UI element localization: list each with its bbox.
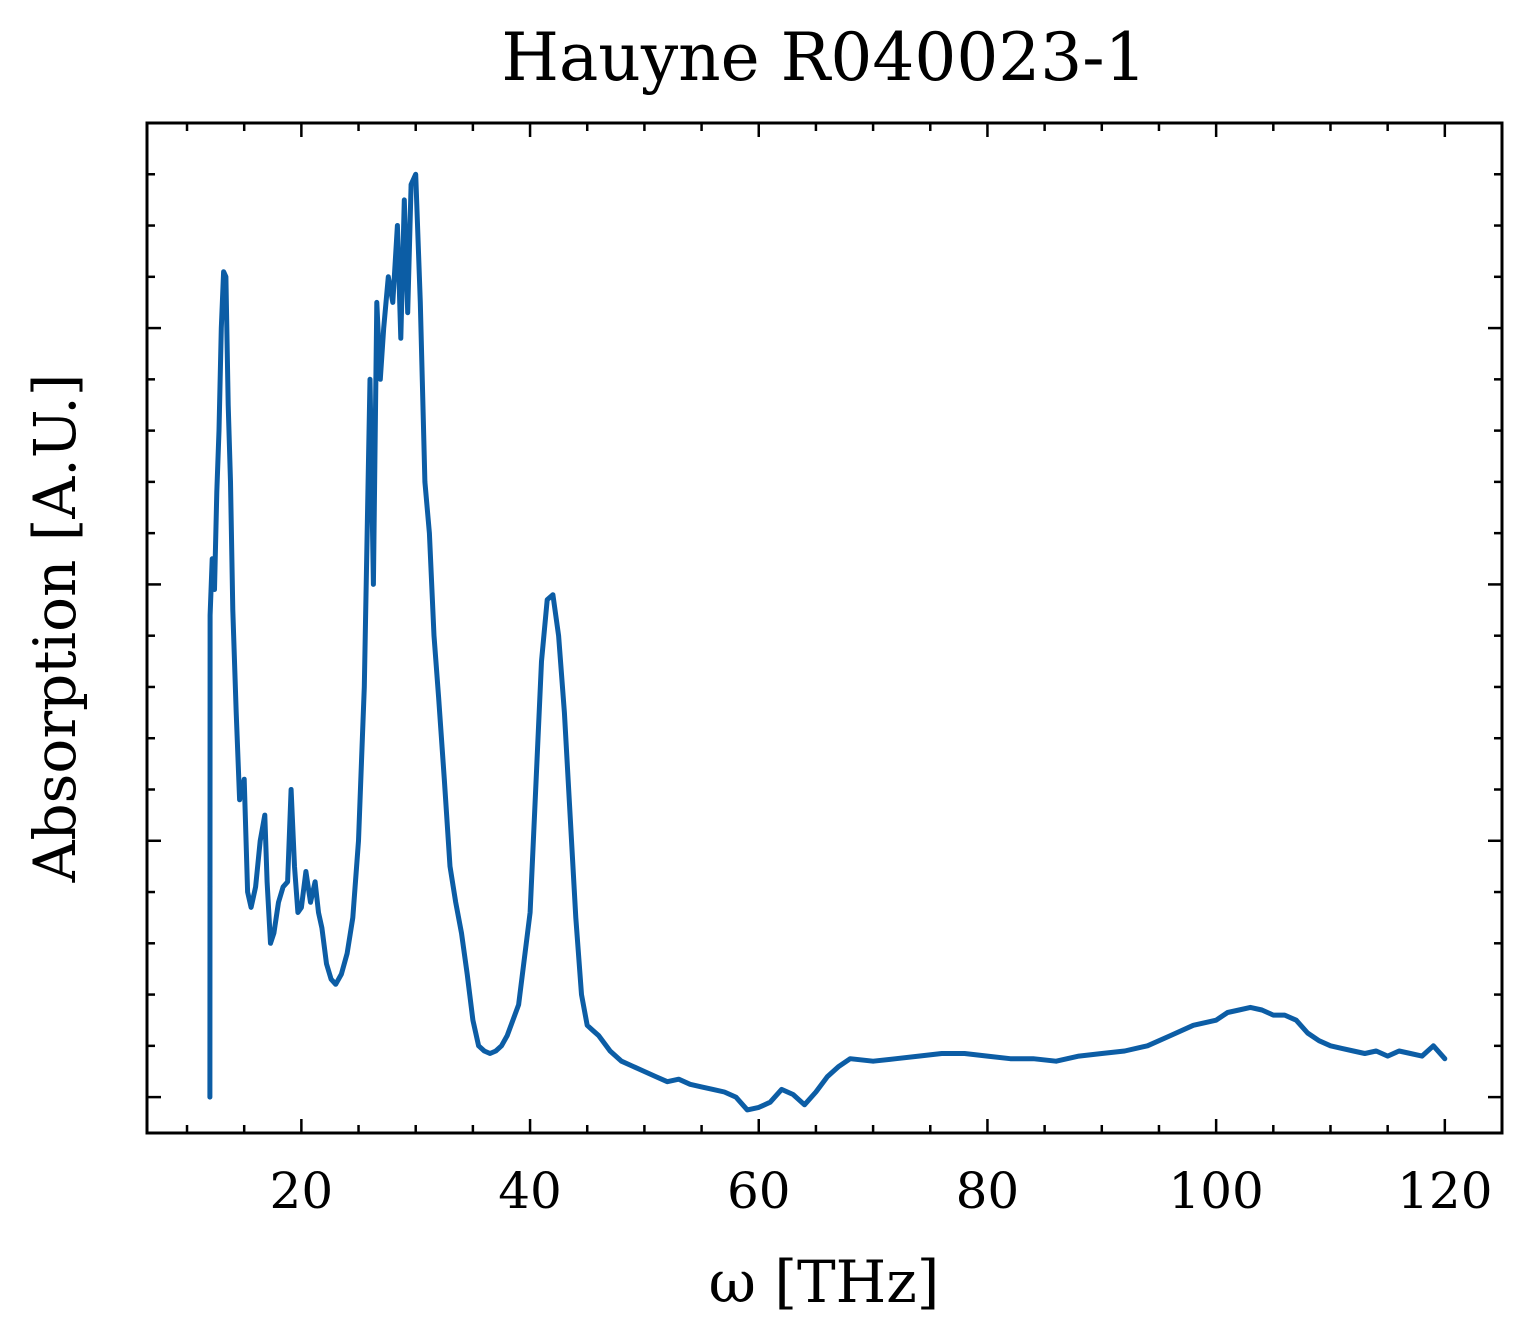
series-layer <box>207 171 1448 1113</box>
x-tick-label: 80 <box>956 1162 1020 1220</box>
plot-frame <box>145 121 1504 1135</box>
x-tick-label: 120 <box>1397 1162 1492 1220</box>
x-tick-label: 60 <box>727 1162 791 1220</box>
x-axis-label: ω [THz] <box>709 1248 940 1316</box>
x-tick-label: 40 <box>498 1162 562 1220</box>
x-tick-label: 100 <box>1168 1162 1263 1220</box>
chart-title: Hauyne R040023-1 <box>501 19 1146 96</box>
x-tick-label: 20 <box>270 1162 334 1220</box>
x-tick-labels: 20 40 60 80 100 120 <box>270 1162 1493 1220</box>
series-line-1 <box>207 171 1448 1113</box>
y-axis-label: Absorption [A.U.] <box>21 374 89 884</box>
